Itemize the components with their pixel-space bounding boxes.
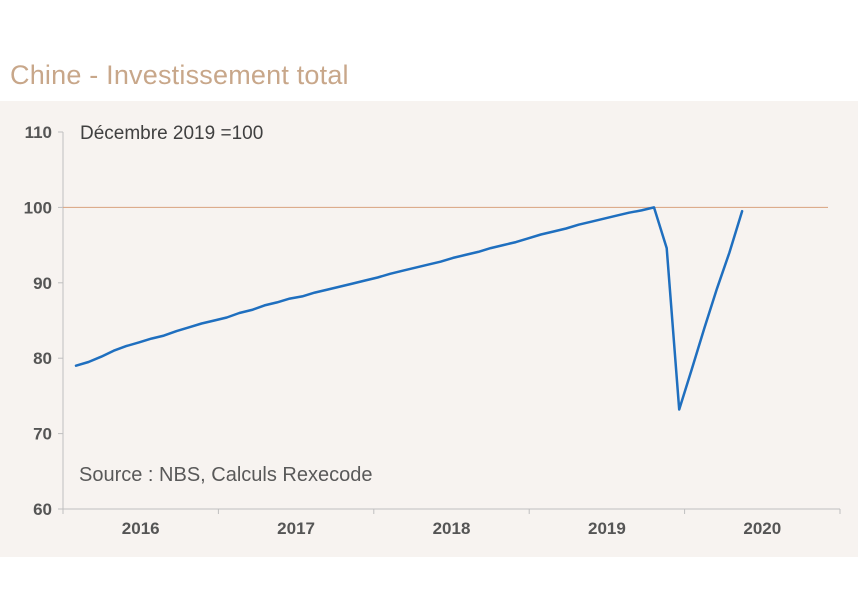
chart-svg: 60 70 80 90 100 110 2016 2017 2018 2019 2020 Décem… <box>24 123 841 538</box>
series-line <box>74 206 744 411</box>
y-tick-label: 60 <box>33 500 52 519</box>
chart-source: Source : NBS, Calculs Rexecode <box>79 464 372 486</box>
ticks-layer: 60 70 80 90 100 110 2016 2017 2018 2019 2020 <box>24 123 782 538</box>
series-layer <box>74 206 744 411</box>
x-tick-label: 2017 <box>277 519 315 538</box>
y-tick-label: 110 <box>25 123 52 142</box>
chart-annotation: Décembre 2019 =100 <box>80 123 263 144</box>
x-tick-label: 2020 <box>743 519 781 538</box>
y-tick-label: 80 <box>33 349 52 368</box>
y-tick-label: 90 <box>33 274 52 293</box>
y-tick-label: 70 <box>33 425 52 444</box>
x-tick-label: 2019 <box>588 519 626 538</box>
x-tick-label: 2016 <box>122 519 160 538</box>
y-tick-label: 100 <box>24 198 52 217</box>
axes-layer <box>58 131 841 514</box>
chart-title: Chine - Investissement total <box>10 60 349 90</box>
x-tick-label: 2018 <box>433 519 471 538</box>
chart-panel: 60 70 80 90 100 110 2016 2017 2018 2019 2020 Décem… <box>0 101 858 557</box>
